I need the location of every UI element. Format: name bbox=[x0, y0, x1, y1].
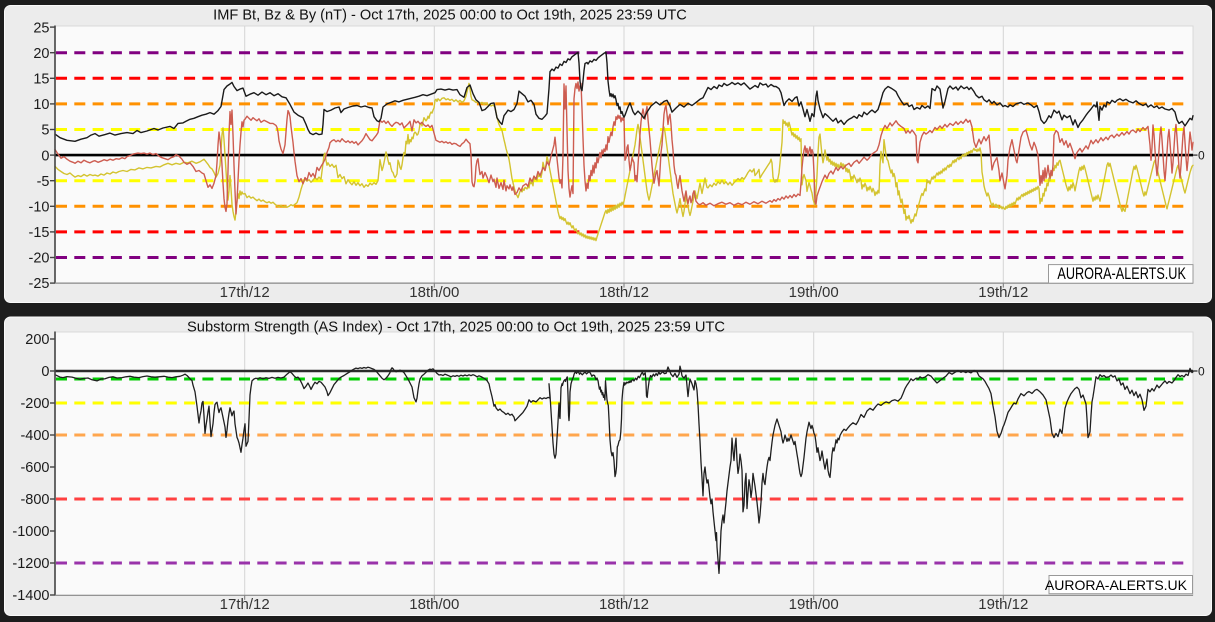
svg-text:19th/12: 19th/12 bbox=[978, 596, 1028, 613]
svg-text:19th/00: 19th/00 bbox=[789, 596, 839, 613]
svg-text:17th/12: 17th/12 bbox=[220, 284, 270, 301]
svg-text:AURORA-ALERTS.UK: AURORA-ALERTS.UK bbox=[1045, 577, 1188, 593]
svg-text:25: 25 bbox=[33, 20, 49, 36]
svg-text:0: 0 bbox=[41, 148, 49, 164]
svg-text:18th/00: 18th/00 bbox=[409, 284, 459, 301]
svg-text:18th/12: 18th/12 bbox=[599, 284, 649, 301]
svg-text:18th/00: 18th/00 bbox=[409, 596, 459, 613]
svg-text:-600: -600 bbox=[20, 460, 49, 476]
svg-text:0: 0 bbox=[1198, 364, 1205, 378]
svg-text:15: 15 bbox=[33, 72, 49, 88]
svg-text:-10: -10 bbox=[29, 200, 50, 216]
svg-text:5: 5 bbox=[41, 123, 49, 139]
svg-text:18th/12: 18th/12 bbox=[599, 596, 649, 613]
svg-text:17th/12: 17th/12 bbox=[220, 596, 270, 613]
svg-text:-1200: -1200 bbox=[12, 556, 49, 572]
svg-text:-400: -400 bbox=[20, 428, 49, 444]
svg-text:-25: -25 bbox=[29, 276, 50, 292]
svg-text:-15: -15 bbox=[29, 225, 50, 241]
svg-text:19th/12: 19th/12 bbox=[978, 284, 1028, 301]
svg-text:-800: -800 bbox=[20, 492, 49, 508]
svg-text:20: 20 bbox=[33, 46, 49, 62]
svg-text:-20: -20 bbox=[29, 251, 50, 267]
svg-text:10: 10 bbox=[33, 97, 49, 113]
svg-text:IMF Bt, Bz & By (nT) - Oct 17t: IMF Bt, Bz & By (nT) - Oct 17th, 2025 00… bbox=[213, 8, 687, 24]
svg-text:0: 0 bbox=[1198, 148, 1205, 162]
svg-text:0: 0 bbox=[41, 364, 49, 380]
svg-text:19th/00: 19th/00 bbox=[789, 284, 839, 301]
svg-text:AURORA-ALERTS.UK: AURORA-ALERTS.UK bbox=[1057, 265, 1186, 283]
svg-text:-200: -200 bbox=[20, 396, 49, 412]
svg-text:Substorm Strength (AS Index) -: Substorm Strength (AS Index) - Oct 17th,… bbox=[187, 320, 725, 336]
svg-text:-1000: -1000 bbox=[12, 524, 49, 540]
svg-text:200: 200 bbox=[25, 332, 49, 348]
svg-text:-5: -5 bbox=[37, 174, 50, 190]
svg-text:-1400: -1400 bbox=[12, 588, 49, 604]
